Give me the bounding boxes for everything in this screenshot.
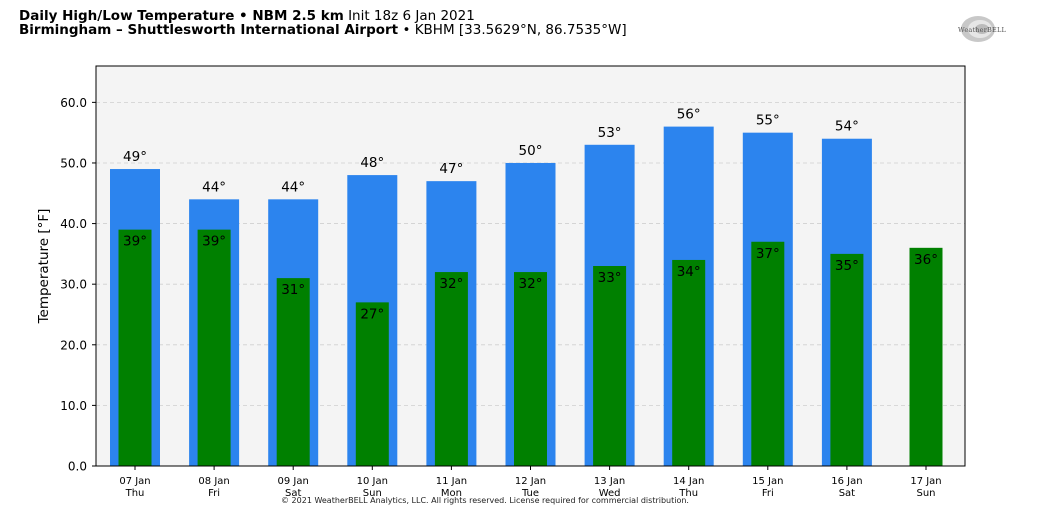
x-tick-date: 14 Jan — [673, 476, 704, 487]
x-tick-date: 17 Jan — [910, 476, 941, 487]
x-tick-weekday: Fri — [762, 488, 774, 499]
bars — [110, 126, 943, 467]
low-bar — [830, 253, 864, 466]
low-bar — [593, 266, 627, 466]
low-bar — [514, 272, 547, 466]
x-tick-weekday: Wed — [599, 488, 621, 499]
x-tick-weekday: Thu — [678, 488, 698, 499]
y-tick-label: 20.0 — [60, 338, 87, 352]
low-label: 37° — [756, 246, 780, 262]
high-label: 44° — [202, 179, 226, 195]
logo-text: WeatherBELL — [958, 26, 1006, 34]
x-tick-date: 16 Jan — [831, 476, 862, 487]
low-bar — [276, 278, 310, 466]
x-tick-date: 10 Jan — [357, 476, 388, 487]
high-label: 48° — [360, 155, 384, 171]
high-label: 49° — [123, 149, 147, 165]
x-tick-date: 09 Jan — [278, 476, 309, 487]
x-tick-weekday: Sat — [285, 488, 301, 499]
chart-subtitle: Birmingham – Shuttlesworth International… — [19, 23, 627, 38]
x-tick-date: 13 Jan — [594, 476, 625, 487]
copyright-notice: © 2021 WeatherBELL Analytics, LLC. All r… — [281, 496, 689, 505]
high-label: 54° — [835, 119, 859, 135]
y-tick-label: 30.0 — [60, 278, 87, 292]
y-tick-label: 10.0 — [60, 399, 87, 413]
station-coords: • KBHM [33.5629°N, 86.7535°W] — [402, 22, 627, 38]
x-tick-weekday: Tue — [521, 488, 539, 499]
x-tick-date: 07 Jan — [119, 476, 150, 487]
low-bar — [355, 302, 389, 466]
low-bar — [434, 272, 468, 466]
weatherbell-logo: WeatherBELL — [956, 13, 1018, 45]
low-label: 32° — [519, 276, 543, 292]
low-label: 32° — [439, 276, 463, 292]
high-label: 44° — [281, 179, 305, 195]
y-tick-label: 40.0 — [60, 217, 87, 231]
title-init-time: Init 18z 6 Jan 2021 — [348, 8, 475, 24]
low-bar — [672, 259, 706, 466]
low-label: 39° — [123, 234, 147, 250]
low-label: 36° — [914, 252, 938, 268]
y-tick-label: 0.0 — [68, 460, 87, 474]
low-bar — [118, 229, 152, 466]
high-label: 55° — [756, 113, 780, 129]
x-tick-weekday: Fri — [208, 488, 220, 499]
x-tick-date: 12 Jan — [515, 476, 546, 487]
high-label: 53° — [598, 125, 622, 141]
low-label: 39° — [202, 234, 226, 250]
y-axis: 0.0 10.0 20.0 30.0 40.0 50.0 60.0 — [60, 96, 96, 474]
low-label: 27° — [360, 306, 384, 322]
y-tick-label: 60.0 — [60, 96, 87, 110]
bar-labels: 49° 39° 44° 39° 44° 31° 48° 27° 47° 32° 50° 32° 53° 3… — [123, 107, 938, 323]
high-label: 47° — [439, 161, 463, 177]
x-tick-date: 08 Jan — [198, 476, 229, 487]
chart-title: Daily High/Low Temperature • NBM 2.5 km … — [19, 9, 475, 24]
title-main: Daily High/Low Temperature • NBM 2.5 km — [19, 8, 344, 24]
low-label: 35° — [835, 258, 859, 274]
high-label: 50° — [519, 143, 543, 159]
x-tick-date: 15 Jan — [752, 476, 783, 487]
x-tick-weekday: Mon — [441, 488, 462, 499]
low-label: 33° — [598, 270, 622, 286]
x-tick-weekday: Sun — [916, 488, 935, 499]
low-bar — [751, 241, 785, 466]
high-label: 56° — [677, 107, 701, 123]
low-bar — [197, 229, 231, 466]
low-label: 31° — [281, 282, 305, 298]
y-tick-label: 50.0 — [60, 156, 87, 170]
station-name: Birmingham – Shuttlesworth International… — [19, 22, 399, 38]
x-tick-date: 11 Jan — [436, 476, 467, 487]
y-axis-label: Temperature [°F] — [36, 209, 52, 325]
x-tick-weekday: Thu — [125, 488, 145, 499]
low-bar — [909, 247, 943, 466]
x-tick-weekday: Sat — [839, 488, 855, 499]
x-tick-weekday: Sun — [363, 488, 382, 499]
low-label: 34° — [677, 264, 701, 280]
